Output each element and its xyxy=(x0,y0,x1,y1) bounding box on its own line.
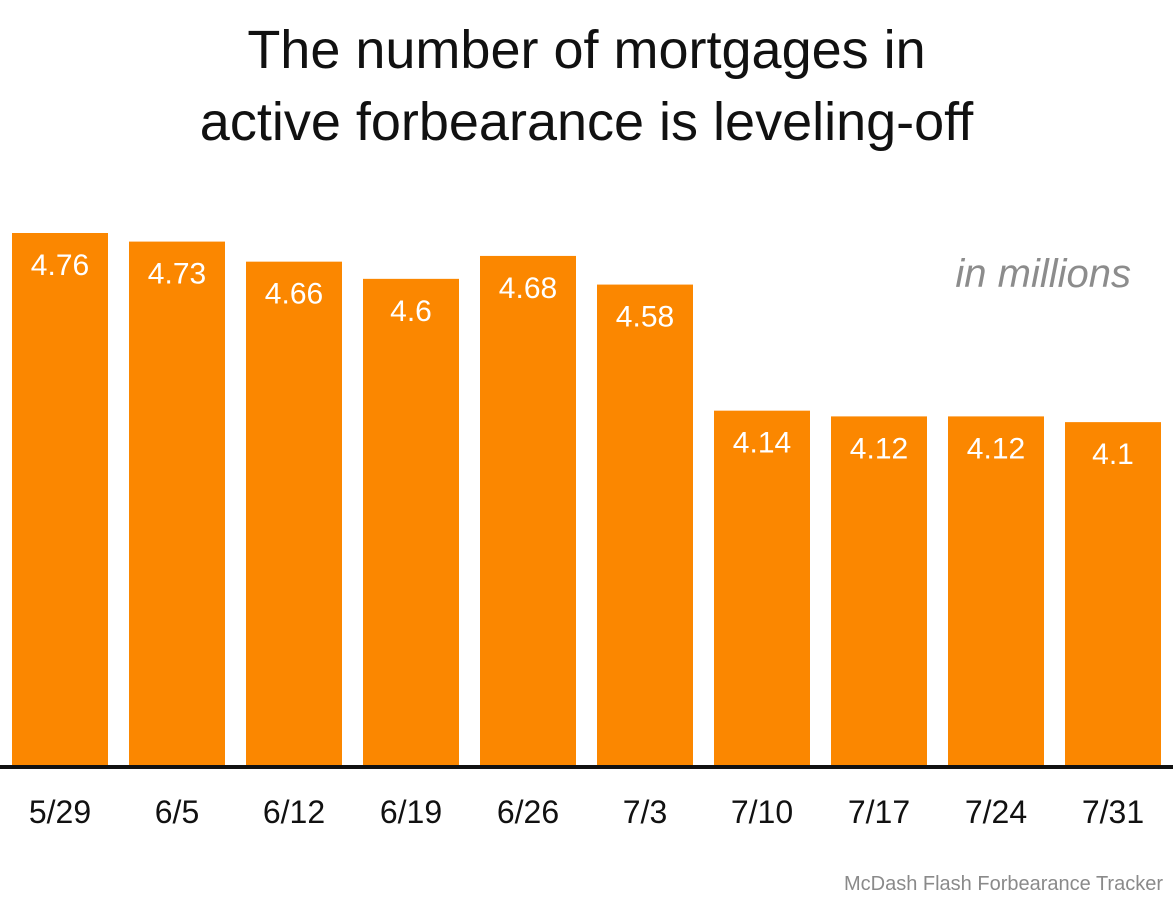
bar-value-label: 4.6 xyxy=(390,295,432,328)
bar-value-label: 4.66 xyxy=(265,278,323,311)
bar-value-label: 4.68 xyxy=(499,272,557,305)
chart-title-line-2: active forbearance is leveling-off xyxy=(199,92,974,152)
bar-7-17 xyxy=(831,416,927,766)
x-tick-label: 7/3 xyxy=(623,794,667,830)
bar-value-label: 4.12 xyxy=(967,432,1025,465)
bar-7-31 xyxy=(1065,422,1161,766)
x-tick-label: 6/19 xyxy=(380,794,442,830)
bar-7-24 xyxy=(948,416,1044,766)
bar-value-label: 4.73 xyxy=(148,258,206,291)
x-tick-label: 6/12 xyxy=(263,794,325,830)
x-tick-label: 7/10 xyxy=(731,794,793,830)
bar-value-label: 4.1 xyxy=(1092,438,1134,471)
bar-7-3 xyxy=(597,284,693,766)
bar-6-12 xyxy=(246,261,342,766)
bar-value-label: 4.58 xyxy=(616,301,674,334)
x-tick-label: 5/29 xyxy=(29,794,91,830)
chart-title-line-1: The number of mortgages in xyxy=(247,20,926,80)
bar-value-label: 4.14 xyxy=(733,427,791,460)
bar-6-5 xyxy=(129,241,225,766)
x-tick-label: 7/24 xyxy=(965,794,1027,830)
bar-6-26 xyxy=(480,255,576,766)
bar-6-19 xyxy=(363,278,459,766)
x-tick-label: 7/17 xyxy=(848,794,910,830)
bar-value-label: 4.76 xyxy=(31,249,89,282)
bar-7-10 xyxy=(714,410,810,766)
x-tick-label: 6/26 xyxy=(497,794,559,830)
chart-title: The number of mortgages in active forbea… xyxy=(0,14,1173,158)
unit-note: in millions xyxy=(955,252,1131,296)
x-tick-label: 7/31 xyxy=(1082,794,1144,830)
source-note: McDash Flash Forbearance Tracker xyxy=(843,873,1163,895)
bar-value-label: 4.12 xyxy=(850,432,908,465)
bar-5-29 xyxy=(12,233,108,766)
x-tick-label: 6/5 xyxy=(155,794,199,830)
